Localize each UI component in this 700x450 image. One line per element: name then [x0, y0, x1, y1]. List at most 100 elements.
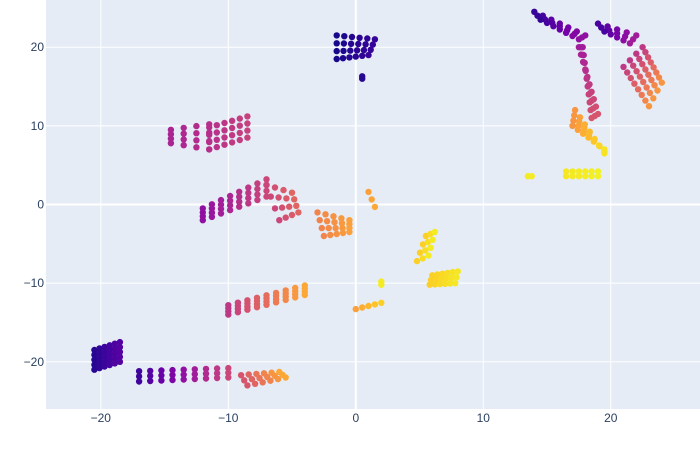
data-point	[221, 134, 228, 141]
data-point	[646, 89, 654, 97]
data-point	[111, 345, 119, 352]
data-point	[562, 173, 570, 180]
data-point	[333, 230, 340, 238]
data-point	[365, 51, 372, 59]
data-point	[221, 127, 228, 134]
data-point	[582, 66, 589, 73]
data-point	[562, 168, 570, 175]
data-point	[225, 369, 232, 376]
data-point	[288, 189, 296, 196]
data-point	[96, 360, 103, 367]
data-point	[106, 351, 113, 359]
data-point	[314, 209, 321, 216]
data-point	[135, 378, 143, 385]
data-point	[248, 376, 256, 383]
x-tick-label: −20	[91, 411, 112, 425]
data-point	[236, 193, 243, 200]
data-point	[630, 62, 637, 69]
data-point	[244, 120, 251, 127]
data-point	[288, 211, 296, 219]
data-point	[158, 372, 165, 379]
data-point	[244, 127, 251, 134]
data-point	[147, 372, 154, 380]
data-point	[251, 380, 259, 387]
data-point	[274, 375, 282, 383]
data-point	[575, 173, 583, 180]
data-point	[275, 194, 282, 201]
data-point	[346, 228, 353, 236]
data-point	[645, 103, 653, 110]
data-point	[642, 66, 649, 73]
data-point	[569, 173, 576, 180]
data-point	[244, 306, 251, 313]
data-point	[594, 173, 602, 180]
data-point	[282, 214, 289, 221]
data-point	[226, 197, 234, 204]
data-point	[236, 203, 243, 210]
data-point	[571, 106, 579, 114]
data-point	[367, 46, 374, 53]
data-point	[228, 139, 236, 146]
data-point	[245, 189, 252, 197]
data-point	[267, 377, 274, 384]
data-point	[338, 220, 346, 227]
data-point	[111, 360, 119, 367]
data-point	[378, 281, 385, 288]
data-point	[158, 367, 165, 374]
data-point	[267, 193, 274, 200]
data-point	[167, 135, 175, 142]
data-point	[360, 46, 368, 54]
data-point	[91, 351, 98, 359]
data-point	[341, 33, 348, 40]
data-point	[226, 192, 234, 200]
data-point	[278, 204, 286, 211]
data-point	[180, 376, 187, 383]
data-point	[601, 146, 608, 153]
y-tick-label: 10	[31, 119, 45, 133]
data-point	[96, 345, 103, 352]
data-point	[365, 302, 372, 310]
data-point	[91, 346, 98, 354]
data-point	[355, 40, 362, 48]
data-point	[106, 361, 113, 369]
data-point	[650, 95, 657, 102]
data-point	[620, 37, 627, 44]
data-point	[424, 238, 431, 246]
data-point	[323, 218, 331, 225]
data-point	[579, 130, 587, 137]
data-point	[208, 213, 216, 221]
data-point	[582, 173, 589, 180]
data-point	[135, 368, 143, 375]
data-point	[206, 137, 213, 145]
data-point	[158, 377, 165, 384]
data-point	[217, 210, 225, 217]
y-axis-ticks: −20 −10 0 10 20	[24, 40, 45, 369]
data-point	[191, 375, 198, 383]
data-point	[199, 217, 206, 224]
data-point	[592, 103, 600, 110]
data-point	[217, 205, 225, 213]
data-point	[180, 371, 187, 378]
data-point	[322, 211, 329, 218]
data-point	[237, 372, 245, 379]
data-point	[244, 382, 251, 389]
data-point	[301, 291, 308, 299]
data-point	[651, 82, 658, 89]
data-point	[263, 187, 270, 195]
data-point	[626, 40, 634, 47]
data-point	[225, 374, 232, 381]
data-point	[193, 144, 200, 151]
data-point	[167, 131, 175, 138]
data-point	[228, 132, 236, 139]
data-point	[116, 338, 124, 346]
data-point	[569, 32, 576, 40]
data-point	[448, 274, 455, 281]
data-point	[106, 356, 113, 364]
data-point	[147, 377, 154, 385]
data-point	[638, 91, 645, 99]
data-point	[116, 358, 124, 365]
data-point	[359, 52, 366, 59]
data-point	[202, 365, 210, 373]
data-point	[167, 140, 175, 147]
data-point	[594, 110, 602, 118]
